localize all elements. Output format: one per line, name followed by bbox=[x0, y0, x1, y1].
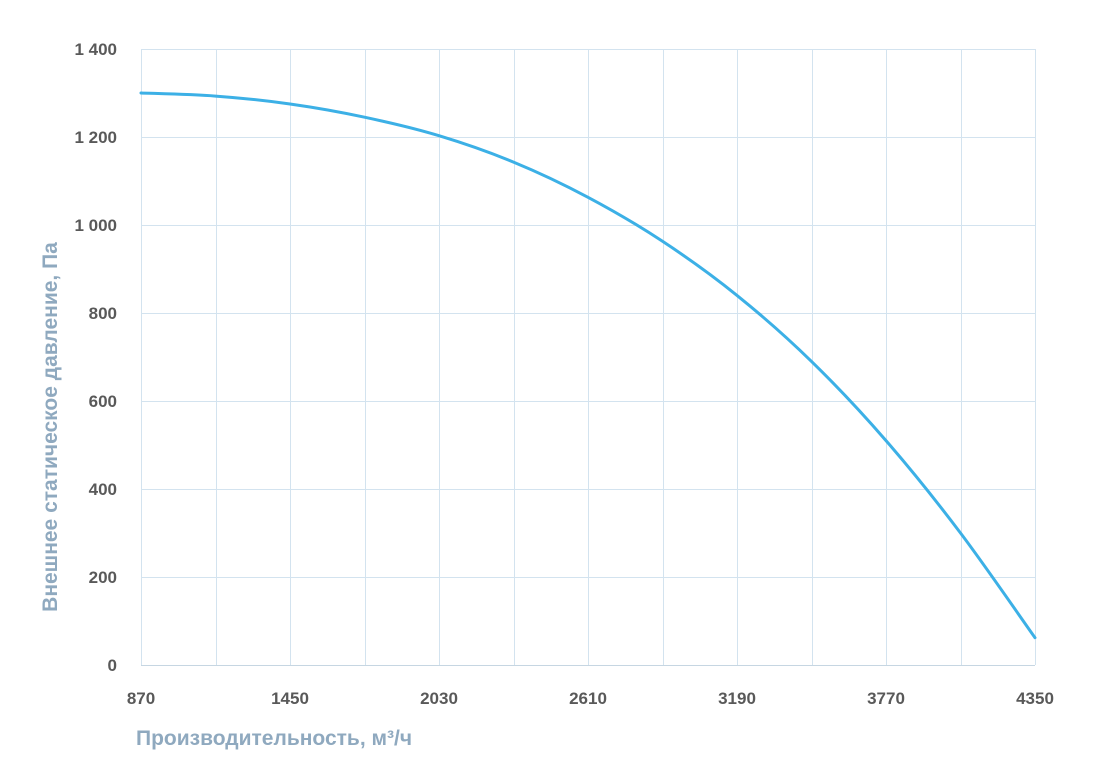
series-line bbox=[139, 91, 1037, 640]
x-tick-label: 2030 bbox=[420, 689, 458, 708]
x-tick-label: 870 bbox=[127, 689, 155, 708]
x-tick-label: 4350 bbox=[1016, 689, 1054, 708]
y-tick-label: 0 bbox=[108, 656, 117, 675]
y-tick-label: 1 200 bbox=[74, 128, 117, 147]
x-tick-label: 1450 bbox=[271, 689, 309, 708]
x-gridlines bbox=[141, 49, 1036, 665]
y-tick-labels: 0 200 400 600 800 1 000 1 200 1 400 bbox=[74, 40, 117, 675]
y-tick-label: 200 bbox=[89, 568, 117, 587]
x-tick-label: 3190 bbox=[718, 689, 756, 708]
y-axis-title: Внешнее статическое давление, Па bbox=[39, 242, 62, 612]
y-tick-label: 1 400 bbox=[74, 40, 117, 59]
y-gridlines bbox=[141, 49, 1035, 578]
y-tick-label: 1 000 bbox=[74, 216, 117, 235]
y-tick-label: 800 bbox=[89, 304, 117, 323]
y-tick-label: 400 bbox=[89, 480, 117, 499]
x-tick-labels: 870 1450 2030 2610 3190 3770 4350 bbox=[127, 689, 1054, 708]
series-layer bbox=[139, 91, 1037, 640]
y-tick-label: 600 bbox=[89, 392, 117, 411]
x-axis-title: Производительность, м³/ч bbox=[136, 727, 412, 750]
x-tick-label: 3770 bbox=[867, 689, 905, 708]
x-tick-label: 2610 bbox=[569, 689, 607, 708]
